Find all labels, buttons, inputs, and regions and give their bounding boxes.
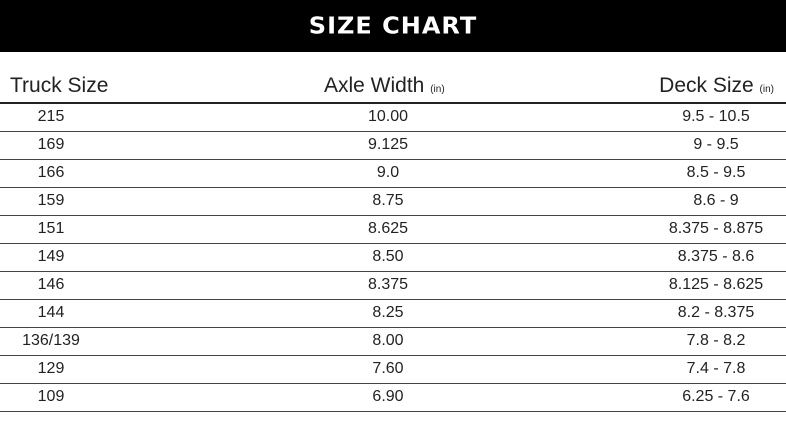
table-row: 136/139 8.00 7.8 - 8.2 xyxy=(0,328,786,356)
cell-deck-size: 8.375 - 8.875 xyxy=(668,220,764,237)
cell-axle-width: 8.75 xyxy=(372,192,404,209)
cell-deck-size: 8.2 - 8.375 xyxy=(677,304,755,321)
cell-deck-size: 6.25 - 7.6 xyxy=(682,388,750,405)
cell-truck-size: 169 xyxy=(37,136,65,153)
header-axle-width: Axle Width (in) xyxy=(324,74,445,97)
table-row: 166 9.0 8.5 - 9.5 xyxy=(0,160,786,188)
table-row: 159 8.75 8.6 - 9 xyxy=(0,188,786,216)
cell-truck-size: 109 xyxy=(37,388,65,405)
cell-axle-width: 6.90 xyxy=(372,388,404,405)
cell-deck-size: 8.125 - 8.625 xyxy=(668,276,764,293)
table-body: 215 10.00 9.5 - 10.5 169 9.125 9 - 9.5 166 9.0 8… xyxy=(0,104,786,412)
cell-truck-size: 129 xyxy=(37,360,65,377)
cell-deck-size: 8.6 - 9 xyxy=(693,192,739,209)
cell-axle-width: 8.50 xyxy=(372,248,404,265)
cell-axle-width: 9.125 xyxy=(367,136,409,153)
table-row: 149 8.50 8.375 - 8.6 xyxy=(0,244,786,272)
table-header: Truck Size Axle Width (in) Deck Size (in… xyxy=(0,52,786,104)
cell-truck-size: 144 xyxy=(37,304,65,321)
cell-deck-size: 7.8 - 8.2 xyxy=(686,332,746,349)
table-row: 129 7.60 7.4 - 7.8 xyxy=(0,356,786,384)
cell-axle-width: 10.00 xyxy=(367,108,409,125)
cell-deck-size: 7.4 - 7.8 xyxy=(686,360,746,377)
cell-axle-width: 8.375 xyxy=(367,276,409,293)
table-row: 109 6.90 6.25 - 7.6 xyxy=(0,384,786,412)
cell-truck-size: 159 xyxy=(37,192,65,209)
cell-truck-size: 149 xyxy=(37,248,65,265)
cell-axle-width: 9.0 xyxy=(376,164,400,181)
cell-truck-size: 151 xyxy=(37,220,65,237)
cell-deck-size: 8.375 - 8.6 xyxy=(677,248,755,265)
table-row: 215 10.00 9.5 - 10.5 xyxy=(0,104,786,132)
cell-axle-width: 8.25 xyxy=(372,304,404,321)
cell-deck-size: 8.5 - 9.5 xyxy=(686,164,746,181)
cell-truck-size: 136/139 xyxy=(22,332,80,349)
cell-deck-size: 9 - 9.5 xyxy=(693,136,739,153)
table-row: 146 8.375 8.125 - 8.625 xyxy=(0,272,786,300)
header-truck-size: Truck Size xyxy=(10,74,109,97)
cell-truck-size: 215 xyxy=(37,108,65,125)
cell-axle-width: 8.625 xyxy=(367,220,409,237)
cell-axle-width: 8.00 xyxy=(372,332,404,349)
table-row: 151 8.625 8.375 - 8.875 xyxy=(0,216,786,244)
cell-truck-size: 166 xyxy=(37,164,65,181)
cell-axle-width: 7.60 xyxy=(372,360,404,377)
table-row: 144 8.25 8.2 - 8.375 xyxy=(0,300,786,328)
cell-truck-size: 146 xyxy=(37,276,65,293)
table-row: 169 9.125 9 - 9.5 xyxy=(0,132,786,160)
title-banner: SIZE CHART xyxy=(0,0,786,52)
cell-deck-size: 9.5 - 10.5 xyxy=(682,108,750,125)
page-title: SIZE CHART xyxy=(308,12,478,40)
header-deck-size: Deck Size (in) xyxy=(659,74,774,97)
